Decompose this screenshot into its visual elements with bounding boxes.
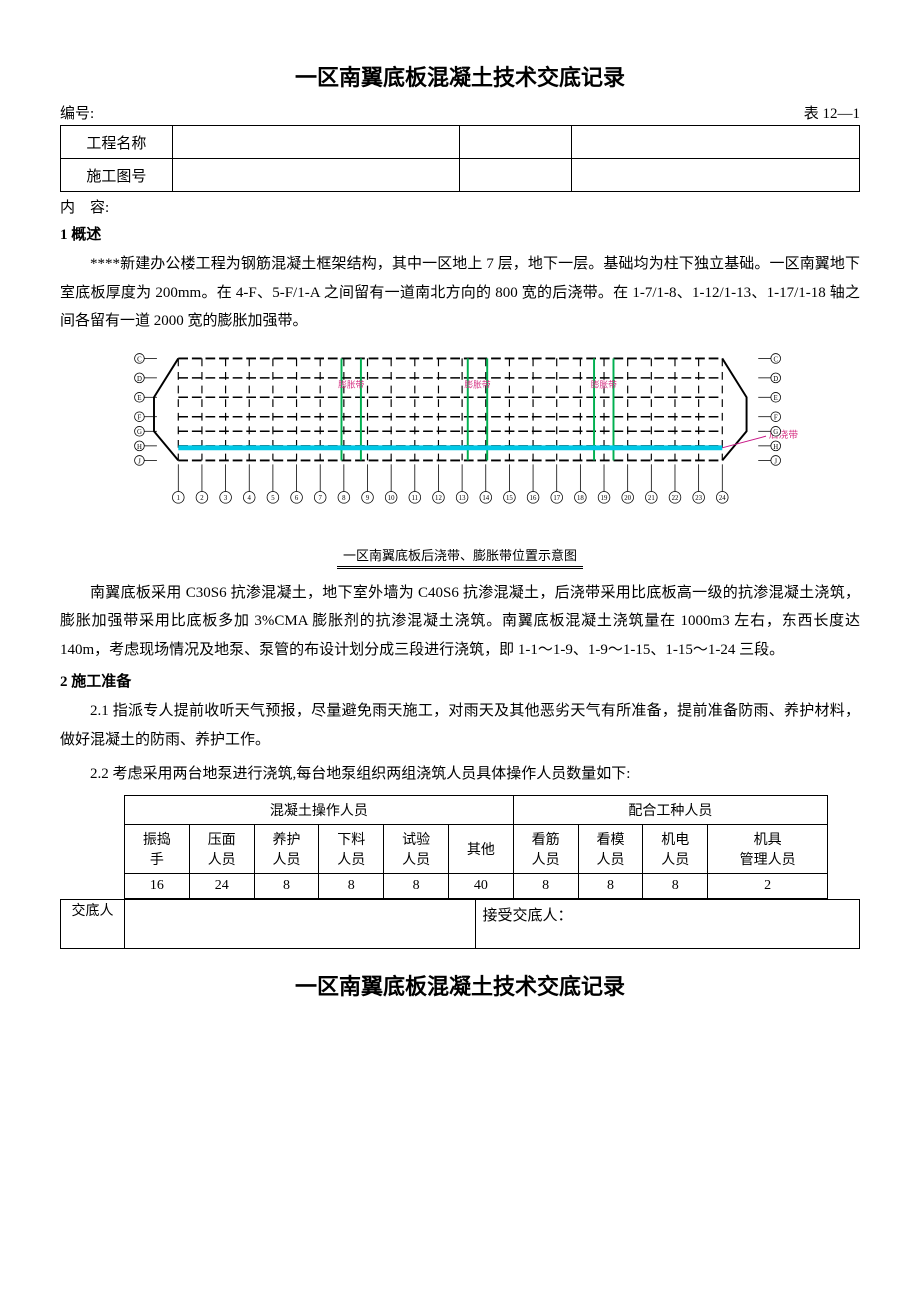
svg-text:G: G bbox=[773, 429, 778, 436]
svg-text:F: F bbox=[774, 414, 778, 421]
personnel-col: 看模人员 bbox=[578, 824, 643, 873]
svg-text:18: 18 bbox=[577, 495, 584, 502]
svg-text:14: 14 bbox=[482, 495, 489, 502]
svg-text:E: E bbox=[137, 395, 141, 402]
section-1-p2: 南翼底板采用 C30S6 抗渗混凝土，地下室外墙为 C40S6 抗渗混凝土，后浇… bbox=[60, 579, 860, 665]
section-2-p2: 2.2 考虑采用两台地泵进行浇筑,每台地泵组织两组浇筑人员具体操作人员数量如下: bbox=[60, 760, 860, 789]
personnel-val: 8 bbox=[578, 873, 643, 898]
svg-text:膨胀带: 膨胀带 bbox=[591, 378, 617, 389]
section-1-head: 1 概述 bbox=[60, 223, 860, 244]
hdr-cell-1-3 bbox=[460, 126, 572, 159]
svg-text:7: 7 bbox=[318, 495, 322, 502]
svg-text:21: 21 bbox=[648, 495, 655, 502]
svg-text:8: 8 bbox=[342, 495, 346, 502]
svg-text:膨胀带: 膨胀带 bbox=[464, 378, 490, 389]
number-label: 编号: bbox=[60, 102, 94, 123]
personnel-col: 下料人员 bbox=[319, 824, 384, 873]
personnel-col: 机电人员 bbox=[643, 824, 708, 873]
personnel-val: 8 bbox=[319, 873, 384, 898]
page-title: 一区南翼底板混凝土技术交底记录 bbox=[60, 60, 860, 92]
personnel-col: 压面人员 bbox=[189, 824, 254, 873]
svg-text:12: 12 bbox=[435, 495, 442, 502]
hdr-drawing-no-label: 施工图号 bbox=[61, 159, 173, 192]
svg-text:C: C bbox=[773, 356, 778, 363]
svg-text:1: 1 bbox=[177, 495, 180, 502]
section-1-p1: ****新建办公楼工程为钢筋混凝土框架结构，其中一区地上 7 层，地下一层。基础… bbox=[60, 250, 860, 336]
personnel-group-a: 混凝土操作人员 bbox=[125, 795, 514, 824]
section-2-head: 2 施工准备 bbox=[60, 670, 860, 691]
page-title-2: 一区南翼底板混凝土技术交底记录 bbox=[60, 969, 860, 1001]
svg-text:16: 16 bbox=[530, 495, 537, 502]
svg-text:19: 19 bbox=[601, 495, 608, 502]
svg-text:22: 22 bbox=[672, 495, 679, 502]
svg-text:9: 9 bbox=[366, 495, 370, 502]
svg-text:24: 24 bbox=[719, 495, 726, 502]
personnel-col: 机具管理人员 bbox=[708, 824, 828, 873]
svg-text:D: D bbox=[773, 375, 778, 382]
personnel-val: 16 bbox=[125, 873, 190, 898]
signoff-right: 接受交底人： bbox=[476, 899, 860, 948]
svg-text:17: 17 bbox=[553, 495, 560, 502]
hdr-project-name-label: 工程名称 bbox=[61, 126, 173, 159]
svg-text:D: D bbox=[137, 375, 142, 382]
svg-text:E: E bbox=[774, 395, 778, 402]
svg-text:F: F bbox=[138, 414, 142, 421]
signoff-table: 交底人 接受交底人： bbox=[60, 899, 860, 949]
svg-text:J: J bbox=[138, 458, 141, 465]
personnel-val: 8 bbox=[643, 873, 708, 898]
diagram-caption: 一区南翼底板后浇带、膨胀带位置示意图 bbox=[337, 545, 583, 569]
svg-text:5: 5 bbox=[271, 495, 275, 502]
personnel-val: 8 bbox=[254, 873, 319, 898]
svg-text:G: G bbox=[137, 429, 142, 436]
header-table: 工程名称 施工图号 bbox=[60, 125, 860, 192]
svg-text:H: H bbox=[773, 443, 778, 450]
svg-text:2: 2 bbox=[200, 495, 204, 502]
content-label: 内 容: bbox=[60, 196, 860, 217]
personnel-col: 振捣手 bbox=[125, 824, 190, 873]
svg-text:15: 15 bbox=[506, 495, 513, 502]
personnel-table: 混凝土操作人员 配合工种人员 振捣手压面人员养护人员下料人员试验人员其他看筋人员… bbox=[124, 795, 828, 899]
signoff-left-value bbox=[124, 899, 476, 948]
hdr-cell-2-3 bbox=[460, 159, 572, 192]
diagram: 膨胀带膨胀带膨胀带后浇带CCDDEEFFGGHHJJ12345678910111… bbox=[60, 346, 860, 569]
hdr-cell-1-4 bbox=[572, 126, 860, 159]
svg-text:11: 11 bbox=[412, 495, 419, 502]
svg-text:10: 10 bbox=[388, 495, 395, 502]
svg-text:23: 23 bbox=[695, 495, 702, 502]
personnel-group-b: 配合工种人员 bbox=[513, 795, 827, 824]
svg-text:13: 13 bbox=[459, 495, 466, 502]
hdr-drawing-no-value bbox=[172, 159, 460, 192]
hdr-cell-2-4 bbox=[572, 159, 860, 192]
personnel-val: 40 bbox=[448, 873, 513, 898]
svg-text:6: 6 bbox=[295, 495, 299, 502]
svg-text:H: H bbox=[137, 443, 142, 450]
personnel-col: 看筋人员 bbox=[513, 824, 578, 873]
svg-text:3: 3 bbox=[224, 495, 228, 502]
personnel-val: 24 bbox=[189, 873, 254, 898]
svg-text:20: 20 bbox=[624, 495, 631, 502]
personnel-val: 2 bbox=[708, 873, 828, 898]
svg-text:4: 4 bbox=[248, 495, 252, 502]
personnel-col: 养护人员 bbox=[254, 824, 319, 873]
signoff-left-label: 交底人 bbox=[61, 899, 125, 948]
personnel-val: 8 bbox=[384, 873, 449, 898]
svg-text:膨胀带: 膨胀带 bbox=[338, 378, 364, 389]
svg-text:C: C bbox=[137, 356, 142, 363]
section-2-p1: 2.1 指派专人提前收听天气预报，尽量避免雨天施工，对雨天及其他恶劣天气有所准备… bbox=[60, 697, 860, 754]
personnel-col: 试验人员 bbox=[384, 824, 449, 873]
personnel-val: 8 bbox=[513, 873, 578, 898]
hdr-project-name-value bbox=[172, 126, 460, 159]
svg-text:J: J bbox=[774, 458, 777, 465]
meta-row: 编号: 表 12—1 bbox=[60, 102, 860, 123]
table-number: 表 12—1 bbox=[804, 102, 860, 123]
personnel-col: 其他 bbox=[448, 824, 513, 873]
